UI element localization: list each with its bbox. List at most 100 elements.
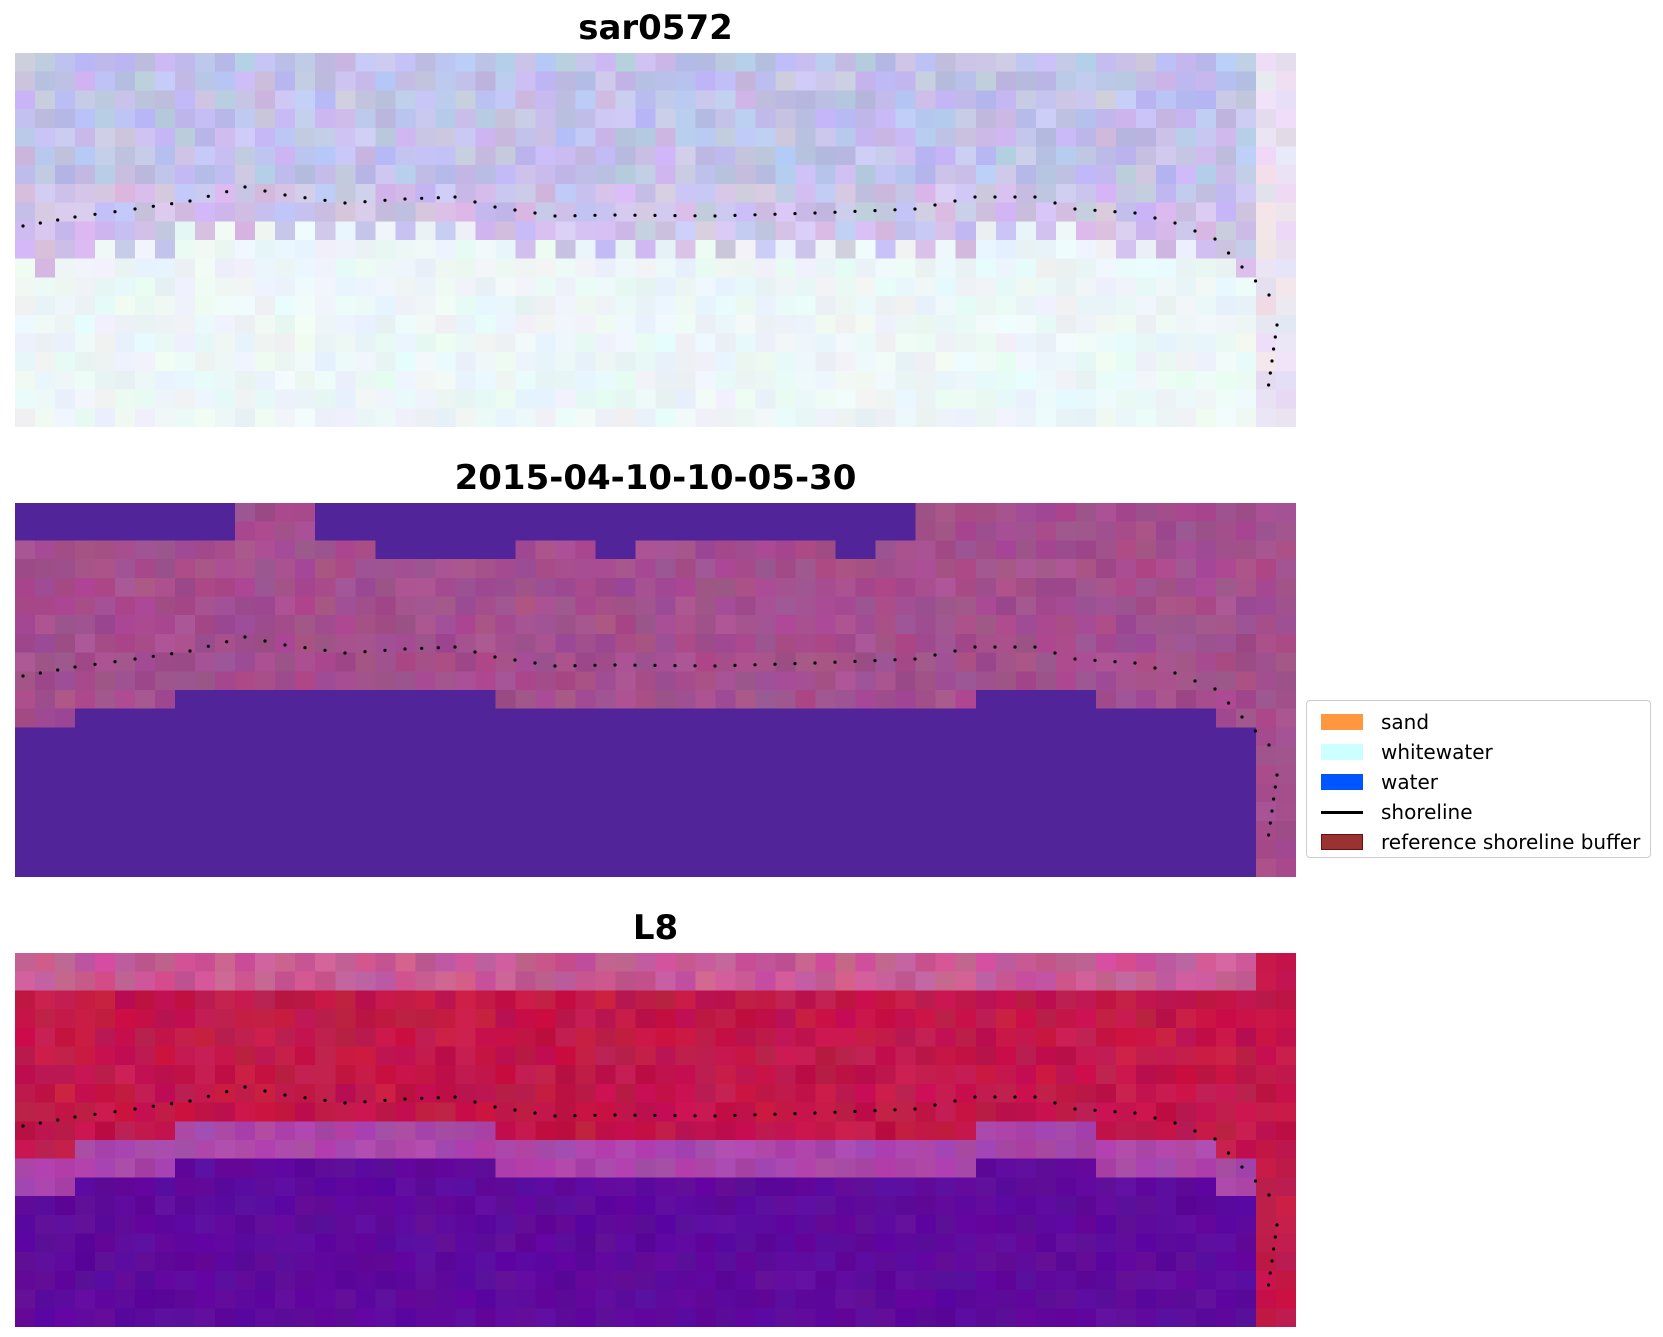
shoreline-point (1093, 208, 1097, 212)
shoreline-point (1226, 251, 1231, 255)
classified-image-panel (15, 503, 1296, 877)
shoreline-point (73, 665, 77, 669)
shoreline-point (323, 198, 327, 202)
shoreline-point (593, 213, 597, 217)
shoreline-point (188, 199, 192, 203)
shoreline-point (1193, 1129, 1197, 1133)
shoreline-point (513, 658, 517, 662)
shoreline-point (973, 195, 977, 199)
shoreline-point (613, 213, 617, 217)
shoreline-point (953, 199, 957, 203)
shoreline-point (1173, 671, 1177, 675)
shoreline-point (913, 657, 917, 661)
legend-item-buffer: reference shoreline buffer (1315, 827, 1642, 857)
shoreline-point (473, 1100, 477, 1104)
shoreline-point (713, 1114, 717, 1118)
shoreline-point (473, 650, 477, 654)
shoreline-point (225, 640, 229, 644)
shoreline-point (1193, 679, 1197, 683)
shoreline-point (753, 663, 757, 667)
shoreline-point (933, 653, 937, 657)
shoreline-point (1133, 211, 1137, 215)
shoreline-point (773, 662, 777, 666)
shoreline-point (1270, 1259, 1274, 1263)
shoreline-point (1173, 221, 1177, 225)
shoreline-point (263, 189, 267, 193)
shoreline-point (693, 214, 697, 218)
shoreline-point (593, 1113, 597, 1117)
shoreline-point (733, 213, 737, 217)
shoreline-point (93, 1112, 97, 1116)
shoreline-point (753, 1113, 757, 1117)
shoreline-point (1153, 666, 1157, 670)
shoreline-point (363, 200, 367, 204)
shoreline-point (303, 646, 307, 650)
shoreline-point (633, 1113, 637, 1117)
shoreline-point (243, 635, 247, 639)
shoreline-point (1193, 229, 1197, 233)
shoreline-point (733, 663, 737, 667)
legend: sand whitewater water shoreline referenc… (1306, 700, 1651, 858)
shoreline-point (873, 659, 877, 663)
shoreline-point (993, 645, 997, 649)
shoreline-point (573, 664, 577, 668)
shoreline-point (263, 1089, 267, 1093)
shoreline-point (56, 1118, 60, 1122)
shoreline-point (493, 1105, 497, 1109)
shoreline-point (453, 645, 457, 649)
shoreline-point (1226, 1151, 1231, 1155)
sar-image-panel (15, 53, 1296, 427)
shoreline-point (1153, 216, 1157, 220)
shoreline-point (593, 663, 597, 667)
shoreline-point (553, 214, 557, 218)
shoreline-point (113, 1110, 117, 1114)
shoreline-point (613, 663, 617, 667)
shoreline-point (21, 674, 25, 678)
shoreline-point (1253, 279, 1258, 283)
legend-label: shoreline (1381, 800, 1473, 824)
shoreline-point (363, 650, 367, 654)
shoreline-point (513, 208, 517, 212)
shoreline-point (833, 1110, 837, 1114)
legend-item-water: water (1315, 767, 1642, 797)
shoreline-overlay (21, 1085, 1279, 1287)
shoreline-point (813, 661, 817, 665)
shoreline-point (21, 1124, 25, 1128)
panel-title-date: 2015-04-10-10-05-30 (454, 458, 857, 498)
shoreline-point (913, 207, 917, 211)
shoreline-point (633, 663, 637, 667)
shoreline-point (1213, 1137, 1217, 1141)
shoreline-point (1093, 658, 1097, 662)
panel-title-l8: L8 (632, 908, 679, 948)
shoreline-point (73, 215, 77, 219)
shoreline-point (343, 201, 347, 205)
shoreline-point (1273, 1235, 1277, 1239)
shoreline-point (133, 1107, 137, 1111)
shoreline-point (93, 212, 97, 216)
shoreline-point (973, 1095, 977, 1099)
shoreline-point (113, 660, 117, 664)
shoreline-point (1267, 293, 1271, 297)
shoreline-point (713, 664, 717, 668)
shoreline-point (793, 662, 797, 666)
legend-item-shoreline: shoreline (1315, 797, 1642, 827)
shoreline-point (403, 197, 407, 201)
shoreline-point (1273, 335, 1277, 339)
shoreline-point (813, 211, 817, 215)
legend-label: water (1381, 770, 1438, 794)
shoreline-point (693, 664, 697, 668)
shoreline-point (343, 651, 347, 655)
shoreline-point (73, 1115, 77, 1119)
shoreline-point (873, 209, 877, 213)
shoreline-point (1253, 1179, 1258, 1183)
shoreline-point (553, 1114, 557, 1118)
shoreline-point (753, 213, 757, 217)
l8-image (15, 953, 1296, 1327)
shoreline-point (1073, 207, 1077, 211)
shoreline-point (420, 646, 424, 650)
shoreline-point (993, 195, 997, 199)
shoreline-point (436, 646, 440, 650)
panel-title-sar: sar0572 (578, 8, 733, 48)
legend-label: whitewater (1381, 740, 1493, 764)
shoreline-point (263, 639, 267, 643)
